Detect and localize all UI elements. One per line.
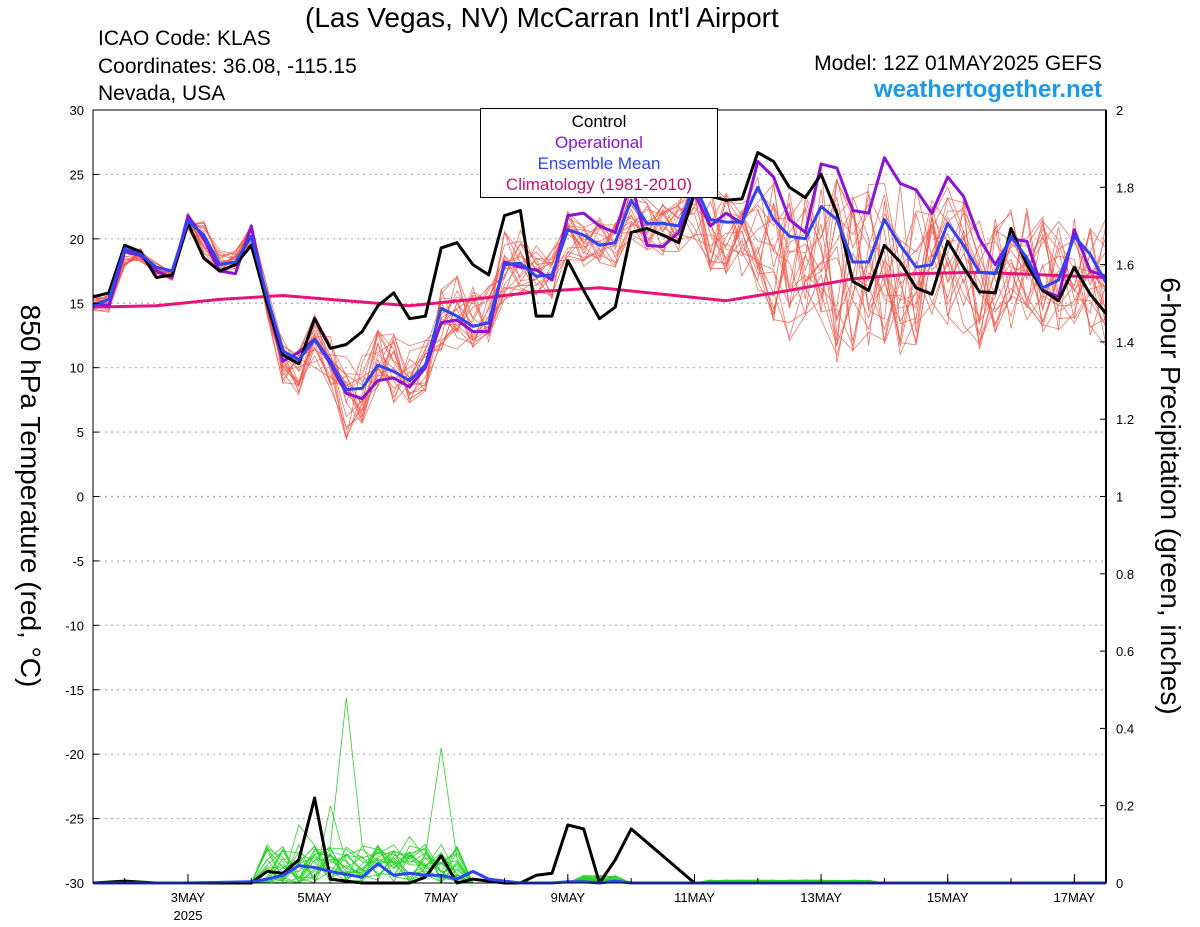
model-run: Model: 12Z 01MAY2025 GEFS (814, 52, 1102, 75)
x-tick-label: 9MAY (551, 890, 586, 905)
y-right-tick-label: 1.8 (1116, 180, 1134, 195)
ensemble-member-precip (93, 697, 1106, 884)
y-left-tick-label: -25 (65, 812, 84, 827)
icao-code: ICAO Code: KLAS (98, 27, 271, 50)
y-right-tick-label: 0.4 (1116, 721, 1134, 736)
ensemble-member-temp (92, 176, 1107, 428)
ensemble-member-temp (92, 176, 1107, 396)
y-left-tick-label: -5 (72, 554, 84, 569)
ensemble-member-temp (92, 161, 1107, 425)
ensemble-member-precip (93, 845, 1106, 884)
y-left-tick-label: 10 (70, 361, 84, 376)
x-tick-label: 15MAY (927, 890, 969, 905)
grid (93, 173, 1106, 820)
chart-title: (Las Vegas, NV) McCarran Int'l Airport (305, 2, 779, 33)
y-right-tick-label: 0.6 (1116, 644, 1134, 659)
series-ensemble-mean (92, 183, 1108, 392)
y-right-tick-label: 1.2 (1116, 412, 1134, 427)
ensemble-member-precip (93, 747, 1106, 884)
legend: Control Operational Ensemble Mean Climat… (480, 108, 718, 198)
x-tick-label: 3MAY (171, 890, 206, 905)
legend-control: Control (571, 112, 627, 131)
ensemble-member-precip (93, 845, 1106, 884)
ensemble-member-temp (92, 182, 1107, 417)
x-tick-label: 13MAY (800, 890, 842, 905)
series-control (92, 151, 1108, 366)
site-link[interactable]: weathertogether.net (873, 76, 1102, 103)
ensemble-member-precip (93, 844, 1106, 884)
y-left-tick-label: -15 (65, 683, 84, 698)
y-left-tick-label: 20 (70, 232, 84, 247)
x-tick-label: 7MAY (424, 890, 459, 905)
ensemble-members (92, 161, 1107, 884)
y-left-tick-label: -20 (65, 747, 84, 762)
y-left-tick-label: 0 (77, 490, 84, 505)
legend-operational: Operational (555, 133, 643, 152)
coordinates: Coordinates: 36.08, -115.15 (98, 55, 357, 78)
y-right-tick-label: 0 (1116, 876, 1123, 891)
y-left-tick-label: 25 (70, 167, 84, 182)
y-right-tick-label: 1.6 (1116, 258, 1134, 273)
x-tick-label: 5MAY (297, 890, 332, 905)
y-right-tick-label: 0.8 (1116, 567, 1134, 582)
legend-ensemble-mean: Ensemble Mean (537, 154, 661, 173)
x-tick-label: 17MAY (1054, 890, 1096, 905)
y-left-tick-label: 5 (77, 425, 84, 440)
x-tick-sublabel: 2025 (174, 908, 203, 923)
y-left-tick-label: -10 (65, 618, 84, 633)
x-tick-label: 11MAY (674, 890, 715, 905)
y-right-tick-label: 2 (1116, 103, 1123, 118)
ensemble-member-precip (93, 824, 1106, 884)
y-left-tick-label: -30 (65, 876, 84, 891)
y-left-tick-label: 30 (70, 103, 84, 118)
series-control-precip (92, 796, 1106, 885)
region: Nevada, USA (98, 82, 226, 105)
axes: 302520151050-5-10-15-20-25-3021.81.61.41… (65, 103, 1134, 923)
y-right-tick-label: 1.4 (1116, 335, 1134, 350)
ensemble-member-precip (93, 805, 1106, 884)
y-left-tick-label: 15 (70, 296, 84, 311)
y-right-tick-label: 1 (1116, 490, 1123, 505)
y-right-tick-label: 0.2 (1116, 799, 1134, 814)
legend-climatology: Climatology (1981-2010) (505, 175, 693, 194)
ensemble-member-temp (92, 180, 1107, 441)
